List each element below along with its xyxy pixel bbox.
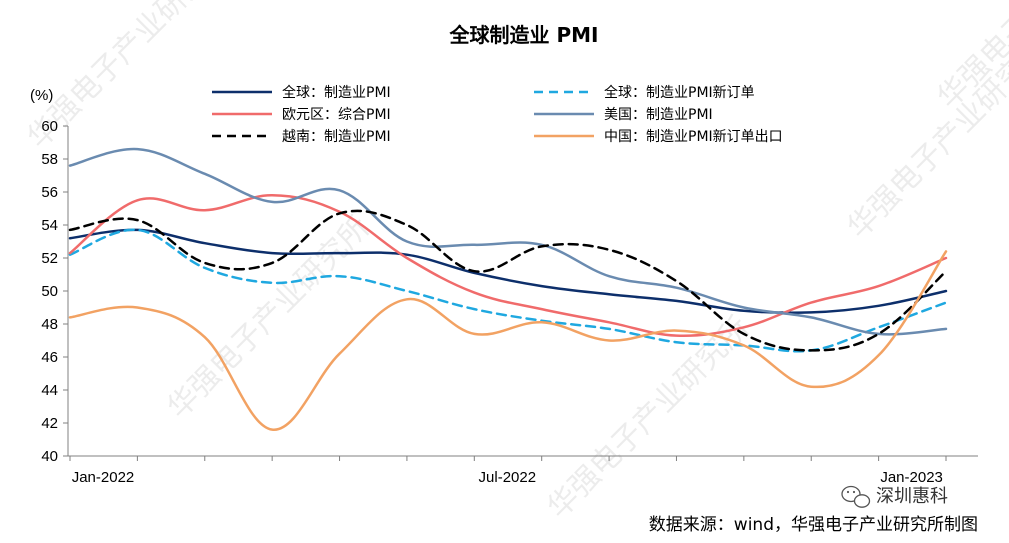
- x-ticks: Jan-2022 Jul-2022 Jan-2023: [69, 456, 947, 486]
- chart-title: 全球制造业 PMI: [449, 23, 599, 47]
- source-note: 数据来源：wind，华强电子产业研究所制图: [649, 515, 978, 535]
- y-tick-label: 40: [41, 448, 58, 465]
- y-tick-label: 48: [41, 316, 58, 333]
- channel-badge: 深圳惠科: [841, 485, 948, 508]
- y-tick-label: 46: [41, 349, 58, 366]
- series-line-4: [68, 147, 948, 336]
- legend-label-3: 欧元区：综合PMI: [282, 107, 391, 123]
- y-tick-label: 50: [41, 283, 58, 300]
- series-line-3: [68, 194, 948, 337]
- legend-label-1: 全球：制造业PMI: [282, 84, 391, 101]
- series-line-1: [68, 228, 948, 315]
- wechat-icon: [841, 485, 871, 508]
- y-tick-label: 60: [41, 118, 58, 135]
- y-tick-label: 42: [41, 415, 58, 432]
- legend-label-5: 越南：制造业PMI: [282, 129, 391, 145]
- series-line-6: [68, 250, 948, 431]
- y-tick-label: 54: [41, 217, 58, 234]
- y-ticks: 40 42 44 46 48 50 52 54 56 58 60: [41, 118, 68, 465]
- x-tick-label: Jan-2023: [880, 469, 943, 486]
- watermark-text: 华强电子产业研究所: [541, 310, 757, 526]
- y-tick-label: 58: [41, 151, 58, 168]
- watermark-text: 华强电子产业研究所: [161, 210, 377, 426]
- series-line-5: [68, 209, 948, 352]
- legend-label-4: 美国：制造业PMI: [604, 107, 713, 123]
- series-layer: [68, 147, 948, 431]
- y-tick-label: 44: [41, 382, 58, 399]
- y-tick-label: 52: [41, 250, 58, 267]
- x-tick-label: Jul-2022: [479, 469, 537, 486]
- x-tick-label: Jan-2022: [72, 469, 135, 486]
- legend-label-6: 中国：制造业PMI新订单出口: [604, 129, 783, 145]
- channel-name: 深圳惠科: [876, 486, 948, 507]
- y-tick-label: 56: [41, 184, 58, 201]
- legend-label-2: 全球：制造业PMI新订单: [604, 84, 755, 101]
- y-axis-unit: (%): [30, 87, 53, 104]
